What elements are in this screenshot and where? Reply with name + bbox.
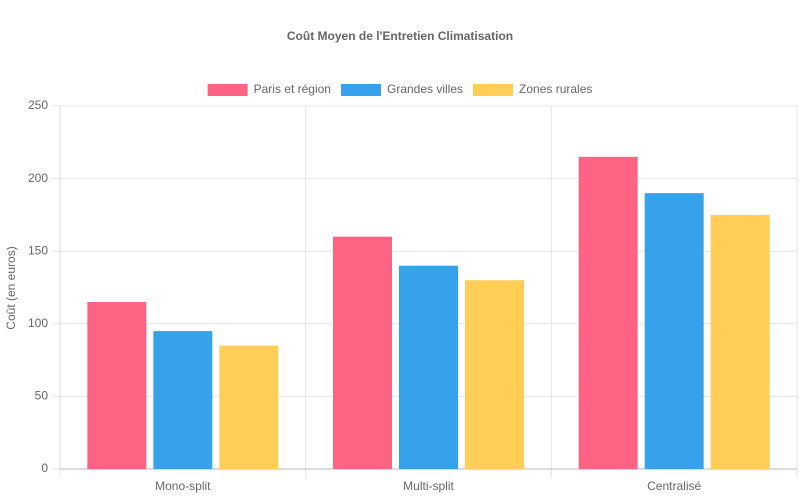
y-axis-label: Coût (en euros) <box>4 246 18 329</box>
chart-title: Coût Moyen de l'Entretien Climatisation <box>287 29 513 43</box>
bar <box>333 236 392 469</box>
legend-label: Zones rurales <box>519 82 592 96</box>
bar <box>710 214 770 469</box>
bar <box>219 345 279 469</box>
legend-swatch <box>207 84 248 96</box>
x-tick-label: Centralisé <box>647 479 701 493</box>
bar <box>465 280 524 469</box>
y-tick-label: 150 <box>28 243 48 257</box>
x-tick-label: Multi-split <box>403 479 454 493</box>
y-tick-label: 250 <box>28 98 48 112</box>
legend-swatch <box>340 84 381 96</box>
bar <box>644 193 704 469</box>
legend-label: Grandes villes <box>387 82 463 96</box>
x-tick-label: Mono-split <box>155 479 211 493</box>
legend-label: Paris et région <box>254 82 331 96</box>
y-tick-label: 100 <box>28 316 48 330</box>
y-tick-label: 0 <box>41 461 48 475</box>
bar <box>87 302 147 469</box>
y-tick-label: 200 <box>28 171 48 185</box>
legend-swatch <box>473 84 514 96</box>
y-tick-label: 50 <box>35 389 49 403</box>
bar <box>399 265 458 469</box>
bar <box>578 156 638 469</box>
bar <box>153 331 213 469</box>
